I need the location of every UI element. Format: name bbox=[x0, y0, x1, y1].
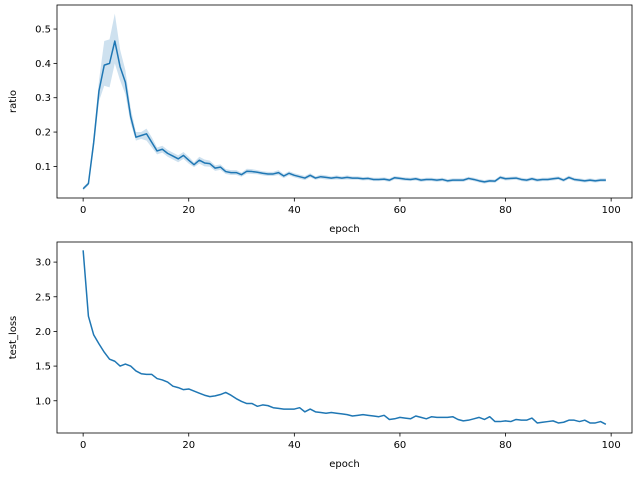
x-tick-label: 100 bbox=[602, 440, 621, 451]
x-tick-label: 0 bbox=[80, 205, 86, 216]
y-tick-label: 0.2 bbox=[35, 128, 51, 139]
x-tick-label: 0 bbox=[80, 440, 86, 451]
x-axis-label: epoch bbox=[329, 459, 359, 470]
y-tick-label: 1.0 bbox=[35, 396, 51, 407]
x-tick-label: 80 bbox=[499, 440, 512, 451]
y-tick-label: 3.0 bbox=[35, 258, 51, 269]
y-axis-label: test_loss bbox=[8, 316, 19, 360]
x-tick-label: 20 bbox=[182, 440, 195, 451]
y-tick-label: 1.5 bbox=[35, 362, 51, 373]
x-tick-label: 20 bbox=[182, 205, 195, 216]
y-tick-label: 0.5 bbox=[35, 25, 51, 36]
y-tick-label: 0.3 bbox=[35, 93, 51, 104]
series-line bbox=[82, 250, 607, 425]
chart-test-loss: 0 20 40 60 80 100 1.0 1.5 2.0 2.5 3.0 epoch test_los… bbox=[8, 241, 633, 470]
series-line bbox=[82, 40, 606, 190]
x-tick-label: 100 bbox=[602, 205, 621, 216]
x-tick-label: 60 bbox=[394, 205, 407, 216]
y-axis-label: ratio bbox=[8, 90, 19, 113]
y-tick-label: 2.5 bbox=[35, 292, 51, 303]
x-tick-label: 60 bbox=[394, 440, 407, 451]
confidence-band bbox=[83, 13, 606, 191]
chart-ratio: 0 20 40 60 80 100 0.1 0.2 0.3 0.4 0.5 epoch ratio bbox=[8, 4, 633, 235]
y-tick-label: 0.4 bbox=[35, 59, 51, 70]
x-axis-label: epoch bbox=[329, 224, 359, 235]
x-tick-label: 40 bbox=[288, 440, 301, 451]
plot-frame bbox=[56, 4, 633, 199]
x-tick-label: 40 bbox=[288, 205, 301, 216]
x-tick-label: 80 bbox=[499, 205, 512, 216]
plot-frame bbox=[56, 241, 633, 434]
y-tick-label: 2.0 bbox=[35, 327, 51, 338]
y-tick-label: 0.1 bbox=[35, 162, 51, 173]
